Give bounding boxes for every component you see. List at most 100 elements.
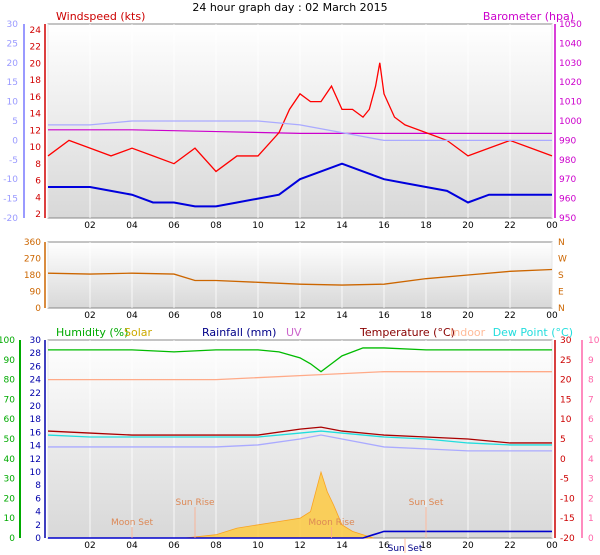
baro-axis-tick: 1000 [559,117,582,127]
compass-label: E [558,288,564,298]
x-tick-label: 18 [420,221,432,231]
direction-axis-tick: 360 [24,238,41,248]
humidity-axis-tick: 0 [9,534,15,544]
x-tick-label: 22 [504,221,515,231]
x-tick-label: 22 [504,541,515,551]
wind-direction-panel: 02 04 06 08 10 12 14 16 18 20 22 00360270180900NWSE… [24,238,567,321]
humidity-axis-tick: 60 [4,415,16,425]
wind-axis-tick: 24 [30,26,42,36]
baro-axis-tick: 1040 [559,39,582,49]
direction-axis-tick: 0 [35,304,41,314]
x-tick-label: 02 [84,221,95,231]
x-tick-label: 16 [378,221,390,231]
rainfall-series [48,530,552,539]
rain-axis-tick: 12 [30,455,41,465]
uv-axis-tick: 2 [588,494,594,504]
annotation-label: Sun Set [409,498,444,508]
baro-axis-tick: 960 [559,195,576,205]
baro-axis-tick: 990 [559,136,576,146]
dewpoint-series [47,430,552,446]
rain-axis-tick: 26 [30,362,42,372]
wind-axis-tick: 2 [35,210,41,220]
compass-label: W [558,255,567,265]
uv-axis-tick: 4 [588,455,594,465]
x-tick-label: 08 [210,221,222,231]
uv-label: UV [286,326,302,339]
uv-axis-tick: 3 [588,475,594,485]
temperature-axis-tick: 10 [560,415,572,425]
rain-axis-tick: 30 [30,336,42,346]
x-tick-label: 08 [210,311,222,321]
rainfall-label: Rainfall (mm) [202,326,276,339]
left-axis-tick: -5 [9,156,18,166]
wind-axis-tick: 14 [30,110,42,120]
x-tick-label: 04 [126,221,138,231]
uv-axis-tick: 1 [588,514,594,524]
rain-axis-tick: 18 [30,415,42,425]
indoor-series [48,371,552,381]
wind-axis-tick: 4 [35,193,41,203]
left-axis-tick: 5 [12,117,18,127]
wind_avg-series [48,162,552,208]
annotation-label: Sun Rise [176,498,215,508]
direction-axis-tick: 270 [24,255,41,265]
direction-axis-tick: 180 [24,271,41,281]
left-axis-tick: -15 [3,195,18,205]
humidity-axis-tick: 30 [4,475,16,485]
uv-axis-tick: 8 [588,376,594,386]
x-tick-label: 12 [294,221,305,231]
annotation-label: Sun Set [388,544,423,554]
uv-axis-tick: 0 [588,534,594,544]
x-tick-label: 18 [420,541,432,551]
x-tick-label: 10 [252,311,264,321]
temperature-axis-tick: 0 [560,455,566,465]
temperature-axis-tick: -20 [560,534,575,544]
wind-axis-tick: 16 [30,93,42,103]
wind-axis-tick: 8 [35,160,41,170]
temperature-axis-tick: 15 [560,395,571,405]
compass-label: N [558,238,565,248]
rain-axis-tick: 0 [35,534,41,544]
x-tick-label: 20 [462,541,474,551]
uv-axis-tick: 9 [588,356,594,366]
x-tick-label: 04 [126,311,138,321]
gust-series [47,62,553,173]
left-axis-tick: 30 [7,20,19,30]
temperature-axis-tick: 20 [560,376,572,386]
uv-axis-tick: 6 [588,415,594,425]
baro-axis-tick: 1050 [559,20,582,30]
left-axis-tick: 25 [7,39,18,49]
humidity-label: Humidity (%) [56,326,128,339]
rain-axis-tick: 24 [30,376,42,386]
baro-axis-tick: 1010 [559,98,582,108]
annotation-label: Moon Rise [308,518,355,528]
temperature-axis-tick: -10 [560,494,575,504]
wind-baro-panel: 02 04 06 08 10 12 14 16 18 20 22 00302520151050-5-1… [3,10,582,231]
x-tick-label: 22 [504,311,515,321]
baro-axis-tick: 1020 [559,78,582,88]
humidity-axis-tick: 20 [4,494,16,504]
humidity-axis-tick: 40 [4,455,16,465]
compass-label: N [558,304,565,314]
x-tick-label: 02 [84,311,95,321]
temperature-axis-tick: -5 [560,475,569,485]
temperature-axis-tick: 30 [560,336,572,346]
x-tick-label: 14 [336,541,348,551]
left-axis-tick: 15 [7,78,18,88]
barometer-label: Barometer (hpa) [483,10,574,23]
direction_ref-series [48,120,552,142]
rain-axis-tick: 16 [30,428,42,438]
temperature-series [47,426,552,444]
baro-axis-tick: 970 [559,175,576,185]
wind-axis-tick: 22 [30,43,41,53]
rain-axis-tick: 2 [35,521,41,531]
humidity-axis-tick: 50 [4,435,16,445]
rain-axis-tick: 28 [30,349,42,359]
x-tick-label: 02 [84,541,95,551]
x-tick-label: 10 [252,221,264,231]
wind-axis-tick: 20 [30,59,42,69]
x-tick-label: 18 [420,311,432,321]
baro-axis-tick: 1030 [559,59,582,69]
humidity-axis-tick: 10 [4,514,16,524]
